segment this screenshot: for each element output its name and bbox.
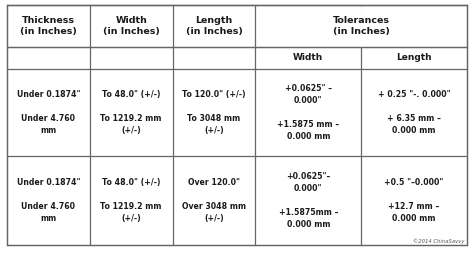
- Text: Width
(in Inches): Width (in Inches): [103, 16, 160, 36]
- Text: Width: Width: [293, 53, 323, 62]
- Text: To 48.0" (+/-)

To 1219.2 mm
(+/-): To 48.0" (+/-) To 1219.2 mm (+/-): [100, 178, 162, 223]
- Text: ©2014 ChinaSavvy: ©2014 ChinaSavvy: [413, 238, 465, 244]
- Text: +0.5 "–0.000"

+12.7 mm –
0.000 mm: +0.5 "–0.000" +12.7 mm – 0.000 mm: [384, 178, 444, 223]
- Text: Length: Length: [396, 53, 432, 62]
- Text: Under 0.1874"

Under 4.760
mm: Under 0.1874" Under 4.760 mm: [17, 178, 80, 223]
- Text: Tolerances
(in Inches): Tolerances (in Inches): [333, 16, 390, 36]
- Text: +0.0625" –
0.000"

+1.5875 mm –
0.000 mm: +0.0625" – 0.000" +1.5875 mm – 0.000 mm: [277, 84, 339, 141]
- Text: Over 120.0"

Over 3048 mm
(+/-): Over 120.0" Over 3048 mm (+/-): [182, 178, 246, 223]
- Text: +0.0625"–
0.000"

+1.5875mm –
0.000 mm: +0.0625"– 0.000" +1.5875mm – 0.000 mm: [279, 172, 338, 230]
- Text: Under 0.1874"

Under 4.760
mm: Under 0.1874" Under 4.760 mm: [17, 90, 80, 135]
- Text: To 120.0" (+/-)

To 3048 mm
(+/-): To 120.0" (+/-) To 3048 mm (+/-): [182, 90, 246, 135]
- Text: Thickness
(in Inches): Thickness (in Inches): [20, 16, 77, 36]
- Text: To 48.0" (+/-)

To 1219.2 mm
(+/-): To 48.0" (+/-) To 1219.2 mm (+/-): [100, 90, 162, 135]
- Text: + 0.25 "-. 0.000"

+ 6.35 mm –
0.000 mm: + 0.25 "-. 0.000" + 6.35 mm – 0.000 mm: [378, 90, 450, 135]
- Text: Length
(in Inches): Length (in Inches): [185, 16, 242, 36]
